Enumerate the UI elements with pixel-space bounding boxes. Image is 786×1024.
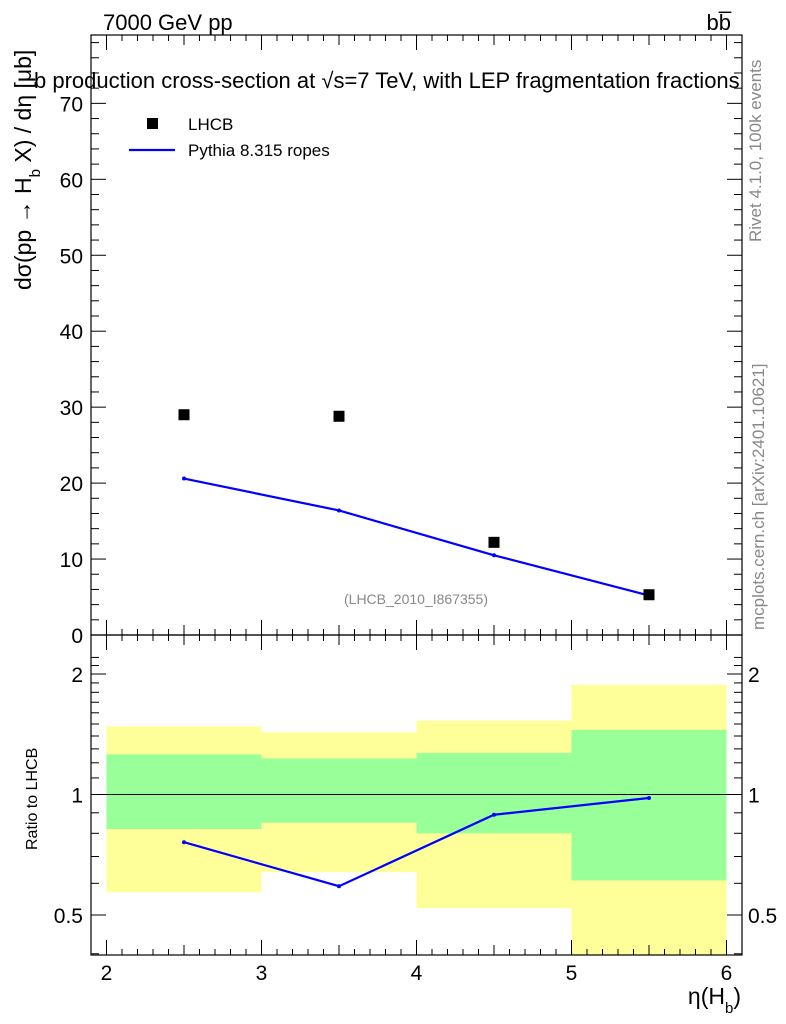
- ratio-panel: 0.5 0.5 1 1 2 2 2 3 4 5 6 Ratio to LHCB η(Hb): [24, 634, 777, 1017]
- x-axis-label-pre: η(H: [688, 983, 725, 1009]
- ratio-y-tick-label: 1: [71, 785, 83, 808]
- x-tick-label: 5: [566, 962, 578, 985]
- uncertainty-band-inner: [416, 752, 572, 834]
- ratio-mc-point: [647, 796, 651, 801]
- ratio-y-tick-label: 0.5: [54, 905, 83, 928]
- main-y-axis-label-pre: dσ(pp → H: [10, 177, 36, 290]
- main-ticks: 0 10 20 30 40 50 60 70: [60, 35, 742, 648]
- data-point: [333, 410, 345, 422]
- uncertainty-band-inner: [571, 729, 727, 881]
- main-y-axis-label-sub: b: [27, 169, 44, 177]
- ratio-mc-line: [183, 796, 650, 888]
- main-y-tick-label: 20: [60, 473, 83, 496]
- analysis-label: (LHCB_2010_I867355): [344, 591, 488, 607]
- main-y-tick-label: 40: [60, 321, 83, 344]
- main-y-tick-label: 10: [60, 549, 83, 572]
- main-marks: [178, 409, 655, 601]
- ratio-y-tick-label: 2: [71, 664, 83, 687]
- x-axis-label-sub: b: [725, 1000, 733, 1017]
- mc-point: [337, 508, 341, 513]
- legend-label-lhcb: LHCB: [188, 115, 233, 134]
- mc-point: [182, 476, 186, 481]
- x-tick-label: 2: [101, 962, 113, 985]
- legend-marker-lhcb: [147, 118, 158, 129]
- header-process-label: bb̅: [707, 10, 732, 35]
- main-y-tick-label: 60: [60, 169, 83, 192]
- main-panel: 0 10 20 30 40 50 60 70 b production cross-secti…: [10, 34, 743, 648]
- uncertainty-band-inner: [261, 758, 417, 823]
- ratio-ticks: 0.5 0.5 1 1 2 2 2 3 4 5 6: [54, 635, 777, 985]
- x-tick-label: 3: [256, 962, 268, 985]
- legend-label-pythia: Pythia 8.315 ropes: [188, 141, 330, 160]
- legend: LHCB Pythia 8.315 ropes: [129, 115, 330, 160]
- ratio-y-axis-label: Ratio to LHCB: [24, 748, 41, 850]
- main-y-tick-label: 30: [60, 397, 83, 420]
- ratio-y-tick-label-right: 1: [748, 785, 760, 808]
- x-tick-label: 4: [411, 962, 423, 985]
- ratio-marks: [182, 796, 651, 889]
- data-point: [643, 589, 655, 601]
- data-point: [488, 536, 500, 548]
- mc-point: [492, 553, 496, 558]
- ratio-y-tick-label-right: 2: [748, 664, 760, 687]
- main-y-axis-label: dσ(pp → Hb X) / dη [μb]: [10, 50, 44, 290]
- ratio-mc-point: [182, 840, 186, 845]
- x-tick-label: 6: [721, 962, 733, 985]
- main-y-tick-label: 70: [60, 93, 83, 116]
- uncertainty-band-inner: [106, 754, 262, 829]
- x-axis-label-post: ): [733, 983, 741, 1009]
- main-y-axis-label-post: X) / dη [μb]: [10, 50, 36, 169]
- plot-title: b production cross-section at √s=7 TeV, …: [34, 68, 740, 93]
- data-point: [178, 409, 190, 421]
- x-axis-label: η(Hb): [688, 983, 741, 1017]
- header-energy-label: 7000 GeV pp: [103, 10, 233, 35]
- ratio-mc-point: [337, 884, 341, 889]
- mc-line: [183, 477, 650, 597]
- ratio-y-tick-label-right: 0.5: [748, 905, 777, 928]
- main-y-tick-label: 50: [60, 245, 83, 268]
- ratio-mc-point: [492, 812, 496, 817]
- rivet-version-label: Rivet 4.1.0, 100k events: [746, 60, 765, 242]
- main-y-tick-label: 0: [71, 625, 83, 648]
- ratio-bands: [106, 684, 727, 955]
- mcplots-label: mcplots.cern.ch [arXiv:2401.10621]: [749, 364, 768, 630]
